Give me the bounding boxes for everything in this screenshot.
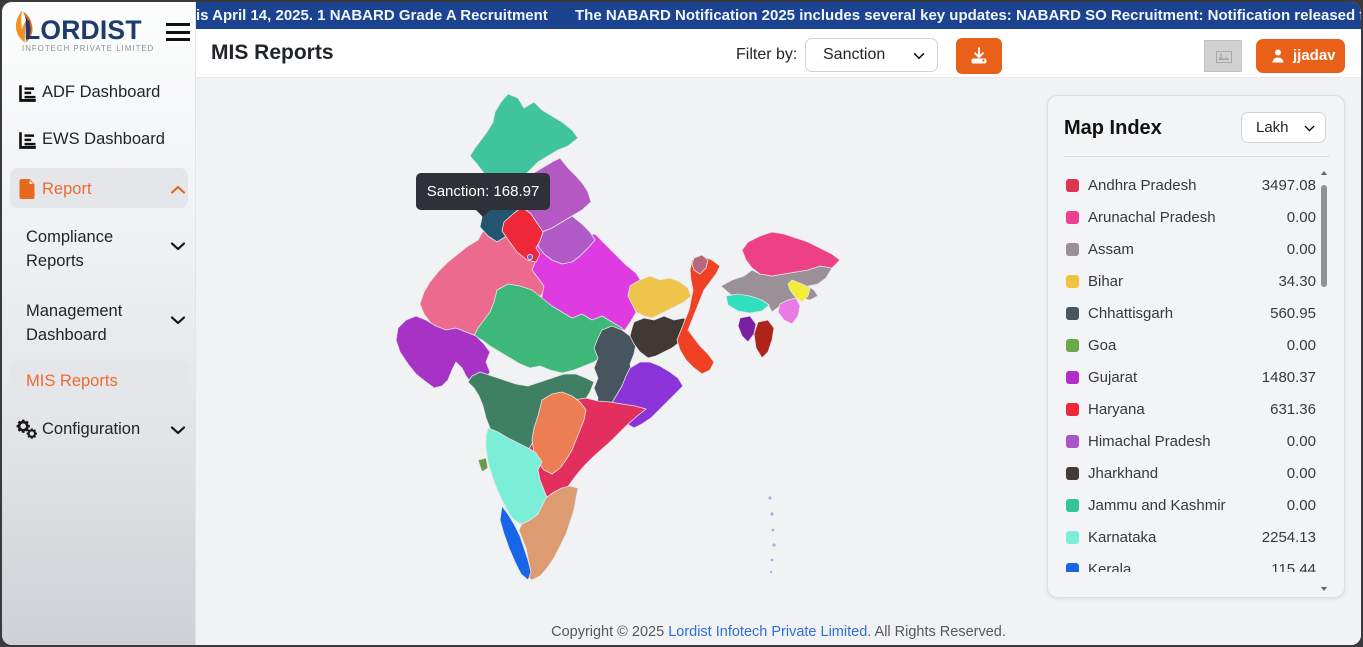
svg-text:INFOTECH PRIVATE LIMITED: INFOTECH PRIVATE LIMITED [22,44,154,53]
svg-text:LORDIST: LORDIST [24,15,142,45]
